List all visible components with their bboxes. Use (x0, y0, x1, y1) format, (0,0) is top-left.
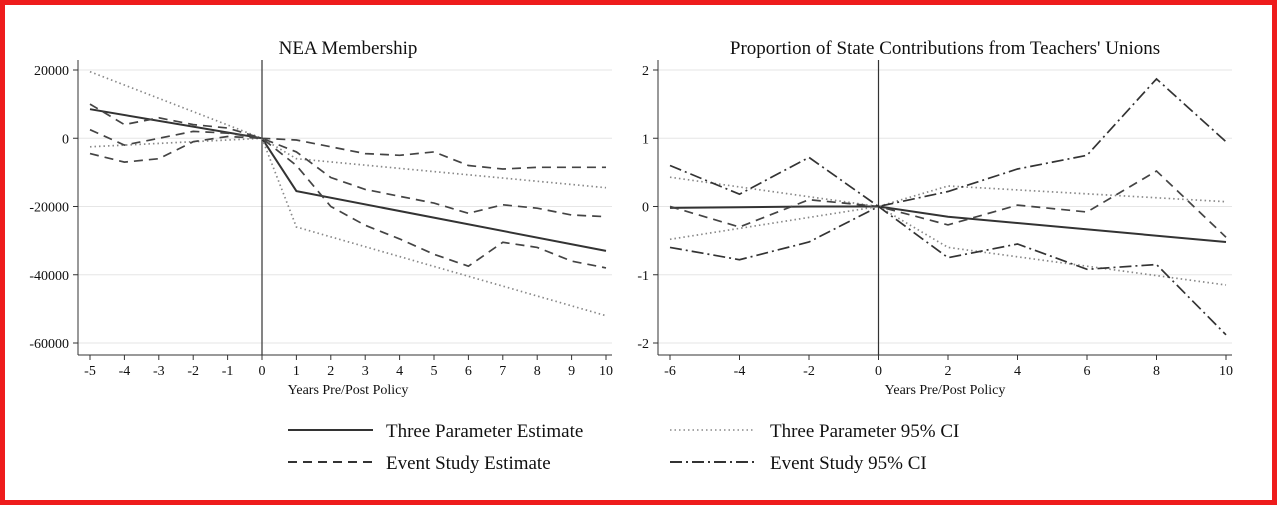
y-tick-label: -20000 (29, 201, 69, 216)
legend-label: Event Study Estimate (386, 453, 551, 474)
legend-item: Event Study 95% CI (670, 453, 927, 474)
x-tick-label: 3 (362, 364, 369, 379)
x-tick-label: -1 (222, 364, 234, 379)
series-line-dashed (89, 103, 606, 170)
y-tick-label: 0 (642, 201, 649, 216)
y-tick-label: 20000 (34, 64, 69, 79)
panel-teachers-union-contributions: Proportion of State Contributions from T… (637, 38, 1233, 398)
y-tick-label: 1 (642, 132, 649, 147)
y-tick-label: -1 (637, 269, 649, 284)
y-tick-label: -2 (637, 337, 649, 352)
x-tick-label: 4 (396, 364, 403, 379)
y-tick-label: -40000 (29, 269, 69, 284)
x-tick-label: 9 (568, 364, 575, 379)
chart-title: Proportion of State Contributions from T… (730, 38, 1160, 59)
series-line-dashdot (669, 205, 1227, 336)
series-line-solid (89, 108, 607, 252)
x-tick-label: -3 (153, 364, 165, 379)
x-tick-label: 0 (259, 364, 266, 379)
x-tick-label: 10 (1219, 364, 1233, 379)
x-tick-label: -5 (84, 364, 96, 379)
legend-label: Three Parameter 95% CI (770, 421, 959, 442)
x-tick-label: 2 (327, 364, 334, 379)
x-tick-label: 7 (499, 364, 506, 379)
x-axis-label: Years Pre/Post Policy (885, 383, 1006, 398)
series-line-solid (669, 205, 1227, 243)
x-tick-label: 1 (293, 364, 300, 379)
x-tick-label: -4 (734, 364, 746, 379)
x-axis-label: Years Pre/Post Policy (288, 383, 409, 398)
x-tick-label: 8 (1153, 364, 1160, 379)
legend-item: Event Study Estimate (288, 453, 551, 474)
legend-item: Three Parameter 95% CI (670, 421, 959, 442)
x-tick-label: -4 (119, 364, 131, 379)
x-tick-label: -2 (187, 364, 199, 379)
x-tick-label: 8 (534, 364, 541, 379)
series-line-dashed (669, 169, 1227, 238)
chart-title: NEA Membership (279, 38, 418, 59)
x-tick-label: 10 (599, 364, 613, 379)
legend-label: Three Parameter Estimate (386, 421, 583, 442)
series-line-dashdot (669, 77, 1227, 208)
x-tick-label: -2 (803, 364, 815, 379)
legend-label: Event Study 95% CI (770, 453, 927, 474)
y-tick-label: 0 (62, 132, 69, 147)
x-tick-label: 6 (1084, 364, 1091, 379)
y-tick-label: 2 (642, 64, 649, 79)
panel-nea-membership: NEA Membership Years Pre/Post Policy -60… (29, 38, 613, 398)
x-tick-label: 5 (431, 364, 438, 379)
x-tick-label: 2 (945, 364, 952, 379)
x-tick-label: 4 (1014, 364, 1021, 379)
x-tick-label: 6 (465, 364, 472, 379)
legend-item: Three Parameter Estimate (288, 421, 583, 442)
legend: Three Parameter Estimate Three Parameter… (288, 421, 959, 474)
series-line-dotted (669, 205, 1227, 286)
series-line-dotted (89, 137, 607, 189)
x-tick-label: -6 (664, 364, 676, 379)
x-tick-label: 0 (875, 364, 882, 379)
series-line-dotted (89, 70, 607, 317)
y-tick-label: -60000 (29, 337, 69, 352)
series-line-dashed (89, 135, 607, 269)
series-line-dashed (89, 128, 607, 218)
